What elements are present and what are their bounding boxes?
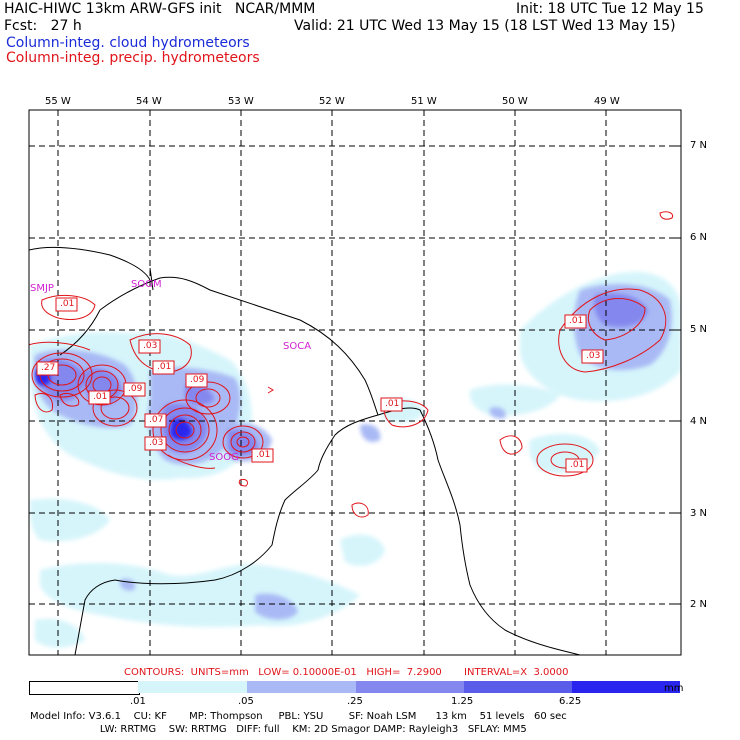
colorbar-tick: .05 — [238, 696, 254, 707]
contour-label: .27 — [41, 363, 56, 373]
lat-label: 5 N — [690, 324, 708, 335]
lat-label: 3 N — [690, 508, 708, 519]
lon-label: 53 W — [228, 96, 254, 107]
legend-cloud: Column-integ. cloud hydrometeors — [6, 35, 250, 51]
colorbar-swatch — [138, 681, 247, 693]
init-time: Init: 18 UTC Tue 12 May 15 — [516, 1, 704, 17]
lon-label: 54 W — [136, 96, 162, 107]
valid-time: Valid: 21 UTC Wed 13 May 15 (18 LST Wed … — [294, 18, 676, 34]
station-label-soog: SOOG — [209, 452, 239, 463]
contour-label: .03 — [143, 341, 158, 351]
lat-label: 2 N — [690, 599, 708, 610]
contour-label: .01 — [569, 316, 584, 326]
colorbar-tick: .25 — [347, 696, 363, 707]
contour-info: CONTOURS: UNITS=mm LOW= 0.10000E-01 HIGH… — [124, 667, 569, 678]
model-title: HAIC-HIWC 13km ARW-GFS init NCAR/MMM — [4, 1, 316, 17]
contour-label: .01 — [60, 299, 75, 309]
lat-label: 4 N — [690, 416, 708, 427]
colorbar-swatch — [572, 681, 680, 693]
lon-label: 50 W — [502, 96, 528, 107]
latlon-grid — [29, 110, 681, 655]
colorbar-tick: 6.25 — [559, 696, 582, 707]
contour-label: .01 — [157, 362, 172, 372]
contour-label: .03 — [149, 438, 164, 448]
contour-label: .03 — [586, 351, 601, 361]
lon-label: 52 W — [319, 96, 345, 107]
model-info-line2: LW: RRTMG SW: RRTMG DIFF: full KM: 2D Sm… — [30, 724, 527, 735]
colorbar-swatch — [356, 681, 464, 693]
contour-label: .01 — [256, 450, 271, 460]
lat-label: 6 N — [690, 232, 708, 243]
lon-label: 55 W — [45, 96, 71, 107]
map-ticks — [57, 110, 681, 605]
contour-label: .01 — [570, 460, 585, 470]
station-label-smjp: SMJP — [30, 283, 54, 294]
contour-label-boxes — [36, 297, 604, 473]
colorbar-tick: 1.25 — [451, 696, 474, 707]
map-frame — [28, 109, 682, 656]
lat-label: 7 N — [690, 140, 708, 151]
colorbar-swatch — [464, 681, 572, 693]
lon-label: 51 W — [411, 96, 437, 107]
contour-label: .07 — [149, 415, 164, 425]
contour-label: .09 — [128, 384, 143, 394]
lon-label: 49 W — [594, 96, 620, 107]
forecast-hour: Fcst: 27 h — [4, 18, 82, 34]
station-label-sogm: SOGM — [131, 279, 162, 290]
colorbar-units: mm — [664, 683, 684, 694]
model-info-line1: Model Info: V3.6.1 CU: KF MP: Thompson P… — [30, 711, 567, 722]
colorbar-swatch — [247, 681, 356, 693]
colorbar-tick: .01 — [130, 696, 146, 707]
coastline-borders — [29, 247, 581, 655]
contour-label: .01 — [385, 399, 400, 409]
contour-label: .09 — [190, 375, 205, 385]
colorbar-swatch — [29, 681, 140, 695]
contour-label: .01 — [93, 392, 108, 402]
legend-precip: Column-integ. precip. hydrometeors — [6, 50, 260, 66]
station-label-soca: SOCA — [283, 341, 312, 352]
precip-contours — [29, 211, 674, 518]
